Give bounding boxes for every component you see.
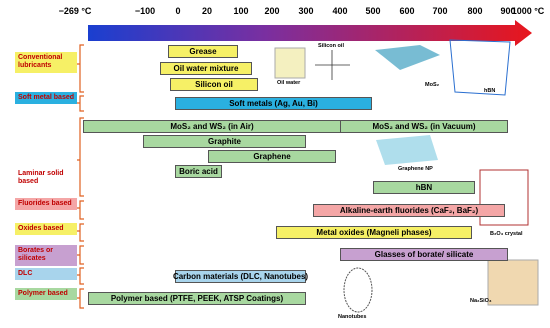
range-bar: Glasses of borate/ silicate (340, 248, 508, 261)
category: Soft metal based (15, 92, 77, 105)
axis-tick: 900 (500, 6, 516, 16)
range-bar: Alkaline-earth fluorides (CaF₂, BaF₂) (313, 204, 505, 217)
axis-tick: 100 (233, 6, 249, 16)
brackets (77, 44, 84, 309)
range-bar: hBN (373, 181, 475, 194)
range-bar: Carbon materials (DLC, Nanotubes) (172, 270, 309, 283)
image-caption: hBN (484, 88, 496, 94)
category: Borates or silicates (15, 245, 77, 266)
axis-tick: 400 (332, 6, 348, 16)
illustrations (274, 39, 539, 313)
range-bar: Boric acid (175, 165, 222, 178)
range-bar: Graphite (143, 135, 306, 148)
axis-tick: 800 (467, 6, 483, 16)
category: Oxides based (15, 223, 77, 236)
range-bar: Grease (168, 45, 238, 58)
image-caption: Silicon oil (318, 43, 344, 49)
axis-tick: 0 (175, 6, 181, 16)
temperature-arrow (88, 20, 532, 46)
category: Fluorides based (15, 198, 77, 211)
range-bar: Soft metals (Ag, Au, Bi) (175, 97, 372, 110)
range-bar: Metal oxides (Magneli phases) (276, 226, 472, 239)
category: Polymer based (15, 288, 77, 301)
axis-tick: 500 (365, 6, 381, 16)
axis-tick: 700 (432, 6, 448, 16)
category: DLC (15, 268, 77, 281)
image-caption: Graphene NP (398, 166, 433, 172)
range-bar: MoS₂ and WS₂ (in Air) (83, 120, 341, 133)
image-caption: Nanotubes (338, 314, 367, 320)
range-bar: Oil water mixture (160, 62, 252, 75)
category: Conventional lubricants (15, 52, 77, 73)
axis-tick: 200 (264, 6, 280, 16)
axis-tick: −100 (134, 6, 156, 16)
axis-tick: −269 °C (58, 6, 92, 16)
range-bar: Silicon oil (170, 78, 258, 91)
image-caption: Na₂SiO₃ (470, 298, 492, 304)
axis-tick: 1000 °C (511, 6, 545, 16)
range-bar: Polymer based (PTFE, PEEK, ATSP Coatings… (88, 292, 306, 305)
image-caption: B₂O₃ crystal (490, 231, 523, 237)
category: Laminar solid based (18, 170, 64, 186)
image-caption: MoS₂ (425, 82, 440, 88)
axis-tick: 300 (298, 6, 314, 16)
axis-tick: 600 (399, 6, 415, 16)
range-bar: Graphene (208, 150, 336, 163)
image-caption: Oil water (277, 80, 301, 86)
range-bar: MoS₂ and WS₂ (in Vacuum) (340, 120, 508, 133)
axis-tick: 20 (201, 6, 213, 16)
